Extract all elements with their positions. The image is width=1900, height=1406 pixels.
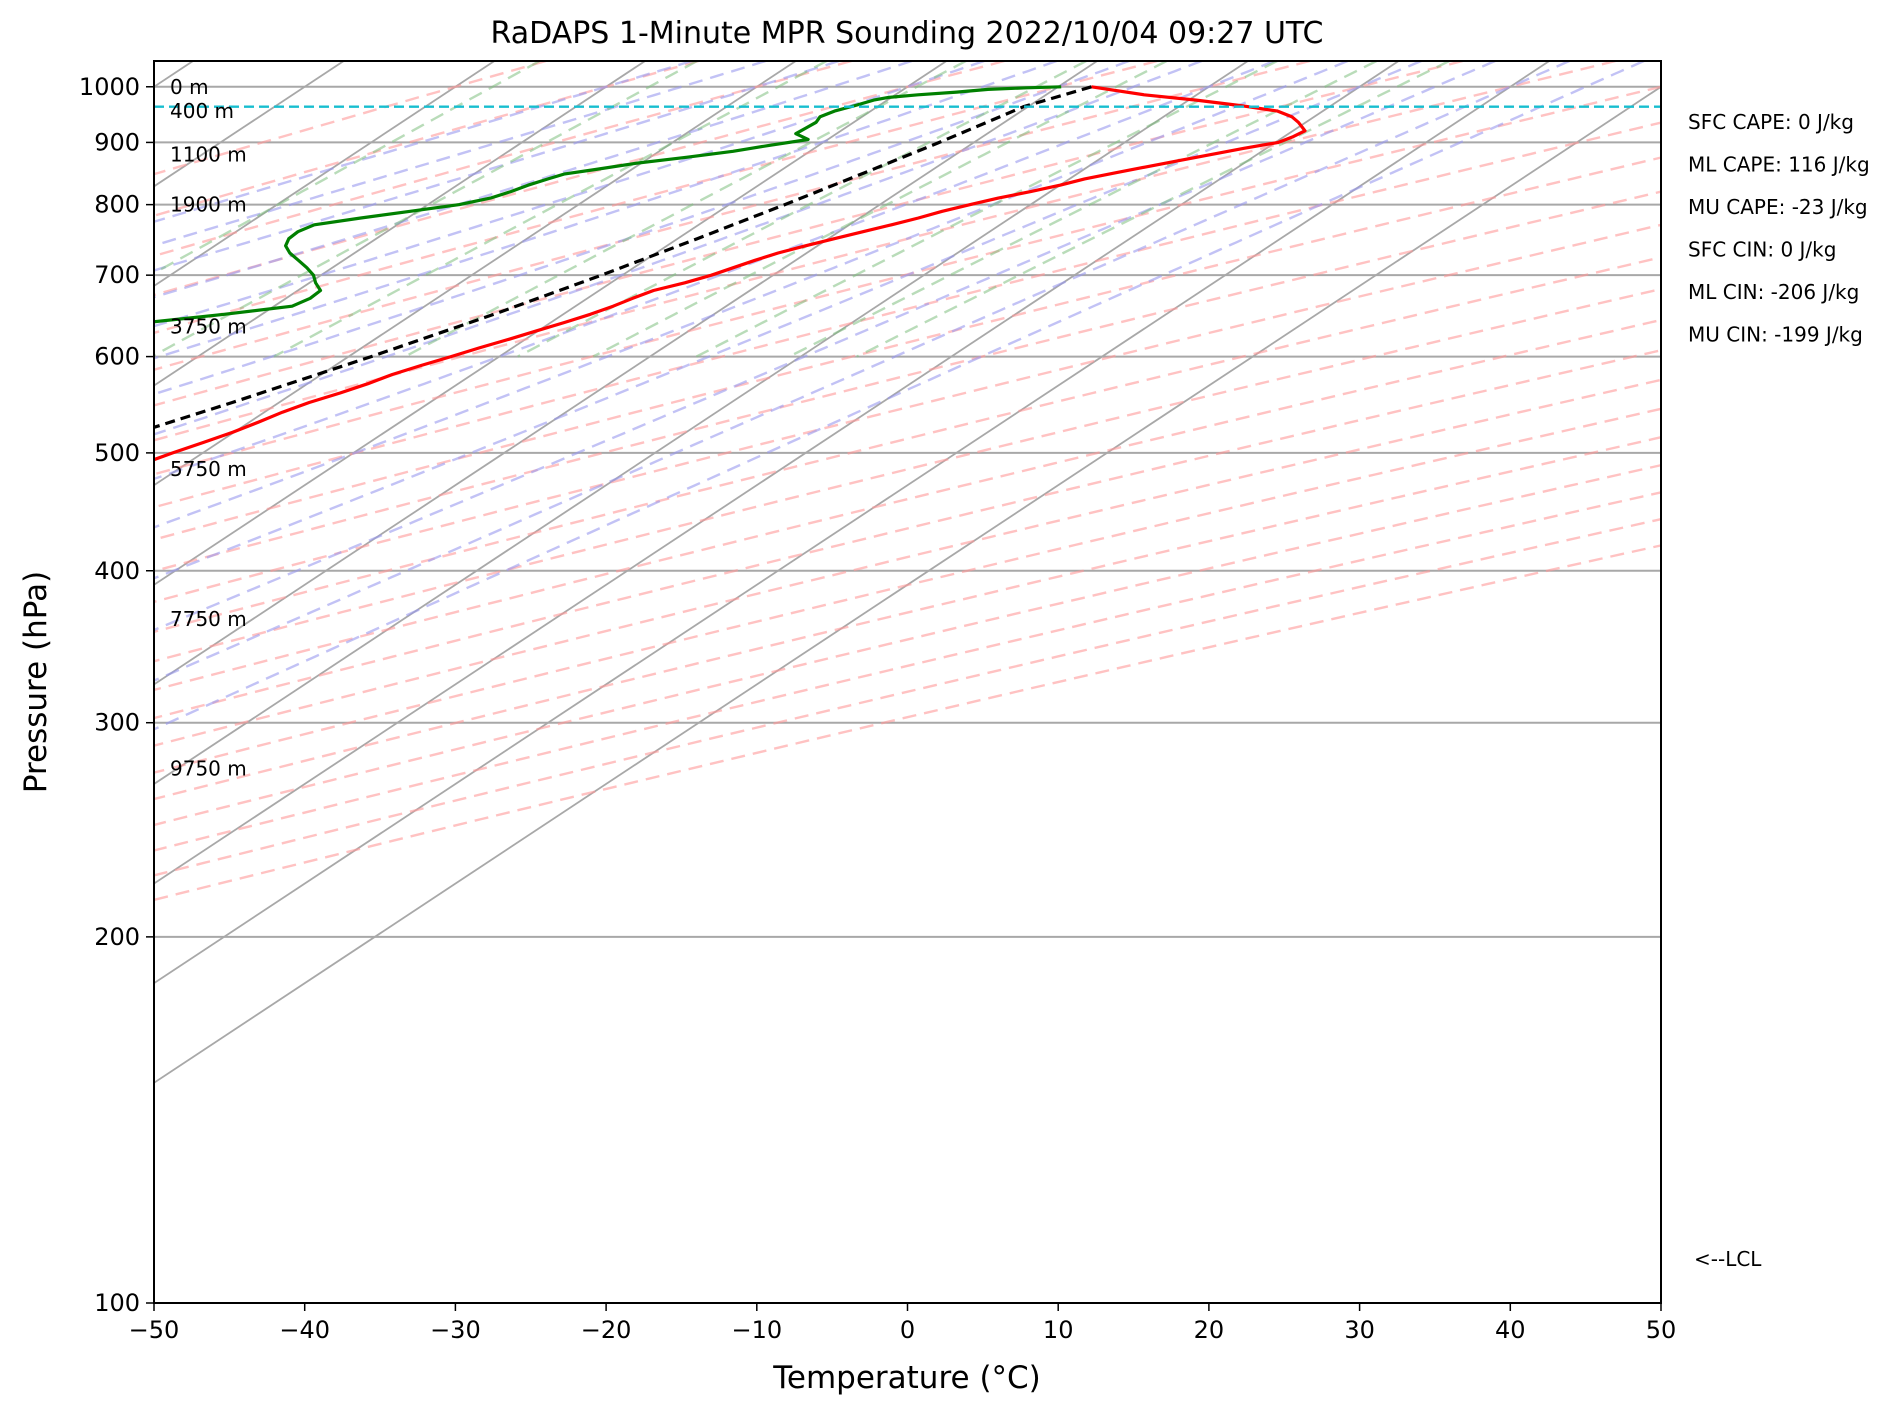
- moist-adiabat: [154, 61, 766, 247]
- dry-adiabat: [154, 61, 699, 217]
- temperature-line: [154, 85, 1307, 462]
- index-readout: SFC CAPE: 0 J/kg: [1688, 110, 1854, 134]
- mixing-ratio-line: [592, 61, 1168, 358]
- dry-adiabat: [154, 85, 1661, 476]
- mixing-ratio-line: [154, 61, 698, 357]
- mixing-ratio-line: [788, 61, 1378, 358]
- isotherm-gridline: [154, 61, 1098, 686]
- dry-adiabat: [154, 121, 1661, 509]
- index-readout: ML CIN: -206 J/kg: [1688, 280, 1859, 304]
- mixing-ratio-line: [273, 61, 828, 358]
- axis-ticks: −50 −40 −30 −20 −10 0 10 20 30 40 50 100 200 300 400 50…: [79, 73, 1676, 1344]
- x-tick-label: 20: [1194, 1316, 1225, 1344]
- dry-adiabat: [154, 61, 1616, 442]
- dry-adiabat: [154, 287, 1661, 663]
- height-label: 7750 m: [170, 607, 247, 631]
- x-tick-label: −50: [129, 1316, 180, 1344]
- moist-adiabat: [154, 61, 1496, 632]
- height-label: 400 m: [170, 99, 234, 123]
- plot-frame: [153, 60, 1662, 1304]
- y-tick-label: 400: [94, 557, 140, 585]
- y-axis-label: Pressure (hPa): [18, 571, 54, 793]
- moist-adiabat: [154, 61, 1203, 436]
- dry-adiabat: [154, 61, 1463, 407]
- moist-adiabat: [154, 61, 1422, 580]
- y-tick-label: 100: [94, 1289, 140, 1317]
- height-label: 1900 m: [170, 193, 247, 217]
- index-readout: MU CAPE: -23 J/kg: [1688, 195, 1868, 219]
- chart-title: RaDAPS 1-Minute MPR Sounding 2022/10/04 …: [491, 16, 1324, 51]
- dry-adiabat: [154, 61, 1005, 297]
- dry-adiabat: [154, 61, 1311, 371]
- moist-adiabat: [154, 61, 1570, 682]
- isotherm-gridline: [154, 61, 1550, 985]
- y-tick-label: 1000: [79, 73, 140, 101]
- indices-panel: SFC CAPE: 0 J/kg ML CAPE: 116 J/kg MU CAPE…: [1688, 110, 1870, 347]
- dry-adiabat: [154, 318, 1661, 692]
- moist-adiabat: [154, 61, 1130, 396]
- moist-adiabat: [154, 61, 985, 328]
- dry-adiabat: [154, 256, 1661, 634]
- y-tick-label: 800: [94, 191, 140, 219]
- x-tick-label: −40: [279, 1316, 330, 1344]
- index-readout: ML CAPE: 116 J/kg: [1688, 153, 1870, 177]
- x-tick-label: 10: [1043, 1316, 1074, 1344]
- isotherm-gridline: [154, 61, 947, 586]
- mixing-ratio-line: [517, 61, 1087, 358]
- moist-adiabat: [154, 61, 1275, 481]
- height-label: 5750 m: [170, 457, 247, 481]
- x-tick-label: −10: [731, 1316, 782, 1344]
- moist-adiabat: [154, 61, 913, 299]
- x-tick-label: 40: [1495, 1316, 1526, 1344]
- isotherm-gridline: [154, 61, 1400, 885]
- dry-adiabat: [154, 491, 1661, 852]
- height-label: 1100 m: [170, 142, 247, 166]
- isotherm-gridline: [154, 61, 646, 387]
- isotherm-gridline: [154, 61, 797, 487]
- isotherm-gridline: [154, 61, 495, 288]
- dry-adiabat: [154, 61, 547, 176]
- moist-adiabat: [154, 61, 693, 223]
- dry-adiabat: [154, 223, 1661, 604]
- lcl-label: <--LCL: [1694, 1247, 1762, 1271]
- dry-adiabat: [154, 61, 1158, 335]
- height-label: 3750 m: [170, 315, 247, 339]
- x-axis-label: Temperature (°C): [772, 1360, 1041, 1396]
- y-tick-label: 600: [94, 343, 140, 371]
- mixing-ratio-line: [404, 61, 967, 358]
- y-tick-label: 700: [94, 261, 140, 289]
- x-tick-label: 30: [1344, 1316, 1375, 1344]
- dry-adiabat: [154, 156, 1661, 541]
- dry-adiabat: [154, 61, 852, 258]
- y-tick-label: 500: [94, 439, 140, 467]
- mixing-ratio-line: [695, 61, 1278, 358]
- index-readout: MU CIN: -199 J/kg: [1688, 323, 1863, 347]
- height-label: 0 m: [170, 75, 209, 99]
- dry-adiabat: [154, 190, 1661, 573]
- parcel-line: [154, 85, 1092, 429]
- x-tick-label: 0: [900, 1316, 915, 1344]
- index-readout: SFC CIN: 0 J/kg: [1688, 238, 1836, 262]
- x-tick-label: −20: [581, 1316, 632, 1344]
- moist-adiabat: [154, 61, 1057, 360]
- moist-adiabat: [154, 61, 1645, 731]
- height-label: 9750 m: [170, 757, 247, 781]
- data-series: [154, 85, 1661, 462]
- moist-adiabat: [154, 61, 1349, 529]
- moist-adiabat: [154, 61, 840, 272]
- x-tick-label: 50: [1646, 1316, 1677, 1344]
- isotherm-gridline: [154, 85, 1661, 1084]
- y-tick-label: 300: [94, 709, 140, 737]
- background-lines: [154, 61, 1661, 1084]
- dewpoint-line: [154, 85, 1062, 324]
- mixing-ratio-line: [856, 61, 1450, 358]
- y-tick-label: 200: [94, 923, 140, 951]
- dry-adiabat: [154, 463, 1661, 827]
- x-tick-label: −30: [430, 1316, 481, 1344]
- y-tick-label: 900: [94, 128, 140, 156]
- mixing-ratio-line: [154, 61, 541, 275]
